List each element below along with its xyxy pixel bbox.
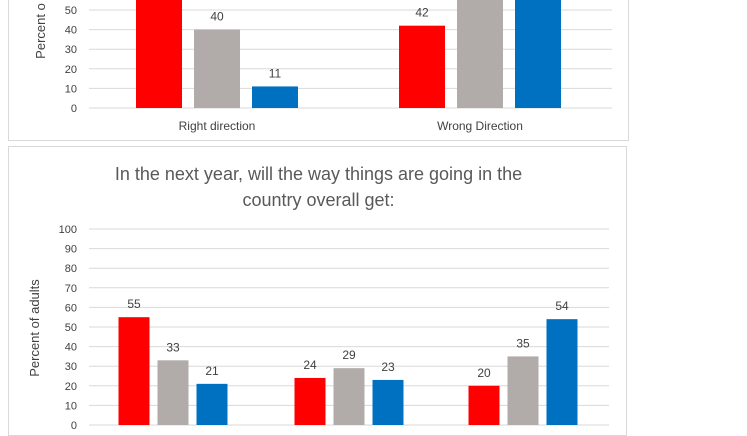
bar xyxy=(399,25,445,108)
data-label: 21 xyxy=(205,364,219,378)
bar xyxy=(196,383,228,425)
bar xyxy=(546,319,578,425)
bar xyxy=(457,0,503,108)
bar xyxy=(136,0,182,108)
y-tick-label: 90 xyxy=(65,244,77,256)
x-category-label: Right direction xyxy=(179,119,256,133)
bottom-chart-panel: In the next year, will the way things ar… xyxy=(8,146,627,436)
bar xyxy=(118,317,150,425)
y-axis-label: Percent of adults xyxy=(27,279,42,377)
data-label: 29 xyxy=(342,348,356,362)
y-tick-label: 50 xyxy=(65,5,77,17)
x-category-label: Wrong Direction xyxy=(437,119,523,133)
chart-title: In the next year, will the way things ar… xyxy=(9,161,626,213)
chart-title-line-2: country overall get: xyxy=(242,190,395,210)
data-label: 11 xyxy=(269,66,282,80)
y-tick-label: 80 xyxy=(65,263,77,275)
bar xyxy=(372,379,404,425)
y-tick-label: 30 xyxy=(65,44,77,56)
y-tick-label: 50 xyxy=(65,322,77,334)
top-chart: 0 10 20 30 40 50 Percent o 40 11 Right direction 4… xyxy=(33,0,612,133)
data-label: 42 xyxy=(415,6,429,20)
bar xyxy=(507,356,539,425)
y-tick-label: 70 xyxy=(65,283,77,295)
y-tick-label: 10 xyxy=(65,400,77,412)
bar xyxy=(333,368,365,425)
data-label: 23 xyxy=(381,360,395,374)
y-tick-label: 20 xyxy=(65,64,77,76)
bar xyxy=(194,29,240,109)
y-tick-label: 20 xyxy=(65,381,77,393)
data-label: 40 xyxy=(210,10,224,24)
y-tick-label: 10 xyxy=(65,83,77,95)
bar xyxy=(515,0,561,108)
bar xyxy=(294,377,326,425)
data-label: 20 xyxy=(477,366,491,380)
y-tick-label: 100 xyxy=(59,224,77,236)
data-label: 33 xyxy=(166,340,180,354)
y-tick-label: 0 xyxy=(71,420,77,432)
y-tick-label: 0 xyxy=(71,103,77,115)
y-tick-label: 40 xyxy=(65,342,77,354)
y-tick-label: 60 xyxy=(65,302,77,314)
y-axis-label: Percent o xyxy=(33,3,48,59)
bottom-chart: 0 10 20 30 40 50 60 70 80 90 100 Percent of adults 5… xyxy=(27,224,609,432)
top-chart-panel: 0 10 20 30 40 50 Percent o 40 11 Right direction 4… xyxy=(8,0,629,141)
bar xyxy=(468,385,500,425)
chart-title-line-1: In the next year, will the way things ar… xyxy=(114,164,523,184)
data-label: 55 xyxy=(127,297,141,311)
data-label: 24 xyxy=(303,358,317,372)
bar xyxy=(252,86,298,108)
data-label: 35 xyxy=(516,336,530,350)
y-tick-label: 30 xyxy=(65,361,77,373)
y-tick-label: 40 xyxy=(65,25,77,37)
data-label: 54 xyxy=(555,299,569,313)
bar xyxy=(157,360,189,425)
